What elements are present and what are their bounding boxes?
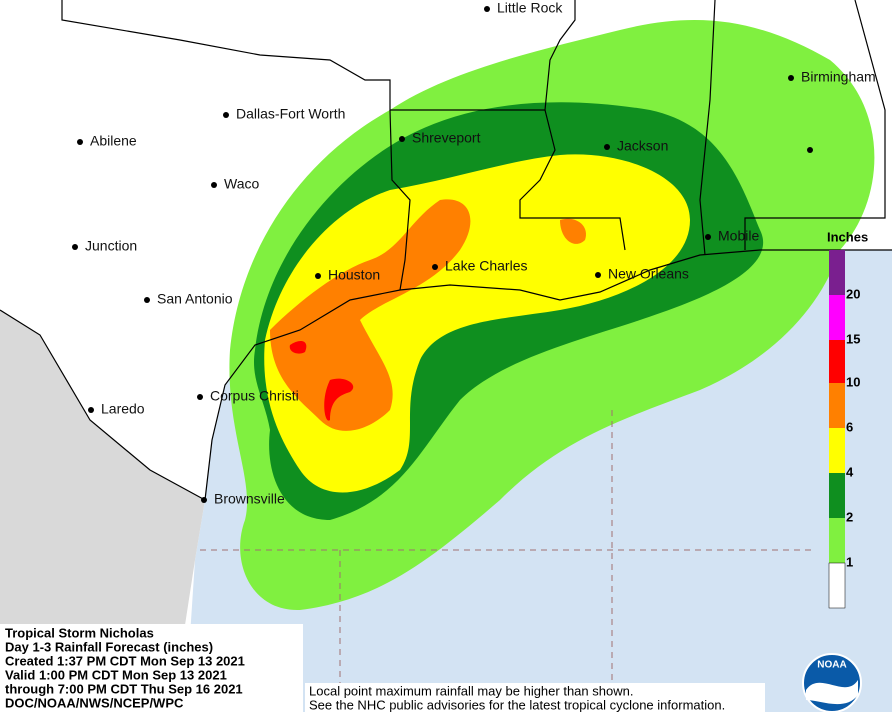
- legend-swatch: [829, 295, 845, 340]
- noaa-logo: NOAA: [802, 653, 862, 712]
- rain-6in: [270, 199, 471, 431]
- city-label: Brownsville: [214, 491, 285, 507]
- la-ms-border: [519, 109, 626, 251]
- legend-swatch: [829, 518, 845, 563]
- city-label: Jackson: [617, 138, 668, 154]
- legend-swatch: [829, 473, 845, 518]
- city-dot: [223, 112, 229, 118]
- legend-label: 4: [846, 464, 854, 479]
- rain-10in: [324, 378, 354, 421]
- city-dot: [211, 182, 217, 188]
- info-line: Valid 1:00 PM CDT Mon Sep 13 2021: [5, 667, 227, 682]
- legend-swatch: [829, 250, 845, 295]
- legend-swatch: [829, 428, 845, 473]
- city-label: Corpus Christi: [210, 388, 299, 404]
- info-line: Day 1-3 Rainfall Forecast (inches): [5, 639, 213, 654]
- al-ga-fl-border: [744, 0, 886, 250]
- legend-swatch: [829, 383, 845, 428]
- city-label: Little Rock: [497, 0, 563, 16]
- logo-wave: [806, 680, 858, 705]
- city-dot: [484, 6, 490, 12]
- city-dot: [88, 407, 94, 413]
- rio-grande: [0, 309, 206, 501]
- note-box: [305, 683, 765, 712]
- city-dot: [595, 272, 601, 278]
- info-line: Created 1:37 PM CDT Mon Sep 13 2021: [5, 653, 245, 668]
- city-dot: [788, 75, 794, 81]
- coastline: [204, 249, 892, 501]
- legend-title: Inches: [827, 229, 868, 244]
- legend: Inches 20 15 10 6 4 2 1: [827, 229, 868, 609]
- city-dot: [72, 244, 78, 250]
- cities: Little Rock Dallas-Fort Worth Abilene Wa…: [72, 0, 876, 507]
- city-label: Birmingham: [801, 69, 876, 85]
- legend-label: 15: [846, 331, 860, 346]
- note-line: See the NHC public advisories for the la…: [309, 697, 725, 712]
- city-label: Junction: [85, 238, 137, 254]
- city-dot: [201, 497, 207, 503]
- legend-label: 1: [846, 554, 853, 569]
- city-label: Waco: [224, 176, 259, 192]
- city-label: Dallas-Fort Worth: [236, 106, 345, 122]
- logo-text: NOAA: [817, 660, 846, 671]
- tx-la-border: [389, 109, 411, 291]
- legend-swatch: [828, 562, 846, 609]
- city-dot: [705, 234, 711, 240]
- city-label: Shreveport: [412, 130, 481, 146]
- city-dot: [807, 147, 813, 153]
- legend-swatch: [829, 340, 845, 383]
- legend-label: 10: [846, 374, 860, 389]
- city-label: Mobile: [718, 228, 759, 244]
- city-label: Lake Charles: [445, 258, 528, 274]
- city-label: Houston: [328, 267, 380, 283]
- info-line: through 7:00 PM CDT Thu Sep 16 2021: [5, 681, 243, 696]
- legend-label: 20: [846, 286, 860, 301]
- city-dot: [432, 264, 438, 270]
- rain-10in-2: [289, 340, 307, 354]
- city-dot: [399, 136, 405, 142]
- rain-6in-la: [560, 218, 586, 244]
- mexico: [0, 310, 205, 625]
- city-label: Laredo: [101, 401, 145, 417]
- city-label: San Antonio: [157, 291, 233, 307]
- city-dot: [144, 297, 150, 303]
- city-label: Abilene: [90, 133, 137, 149]
- city-dot: [77, 139, 83, 145]
- legend-label: 6: [846, 419, 853, 434]
- legend-label: 2: [846, 509, 853, 524]
- city-label: New Orleans: [608, 266, 689, 282]
- red-river: [61, 0, 576, 111]
- city-dot: [197, 394, 203, 400]
- info-box: [0, 624, 303, 712]
- info-line: Tropical Storm Nicholas: [5, 625, 154, 640]
- info-line: DOC/NOAA/NWS/NCEP/WPC: [5, 695, 184, 710]
- note-line: Local point maximum rainfall may be high…: [309, 683, 633, 698]
- ms-al-border: [699, 0, 716, 256]
- city-dot: [604, 144, 610, 150]
- city-dot: [315, 273, 321, 279]
